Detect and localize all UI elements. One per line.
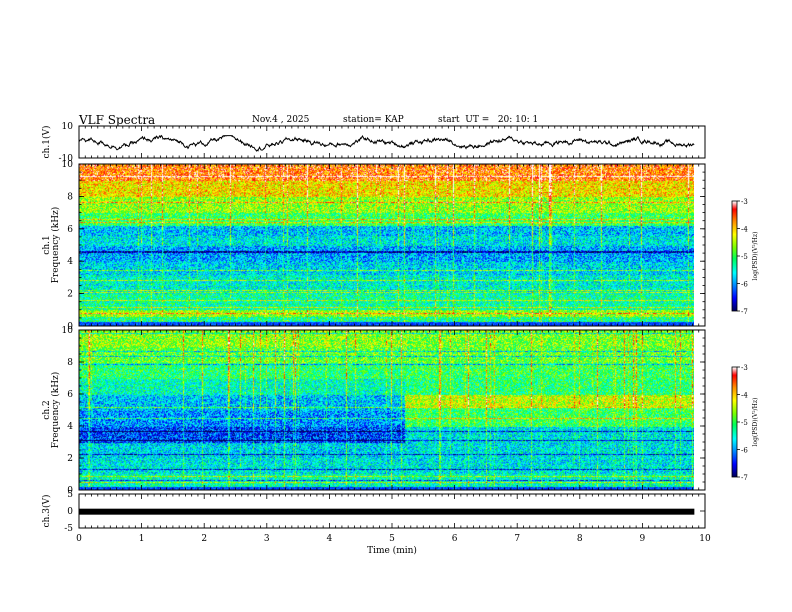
x-tick-label: 10 [699,534,711,544]
ch2-y-tick-label: 10 [62,326,74,336]
ch2-channel-label: ch.2 [42,400,52,419]
header-station: station= KAP [343,115,404,125]
ch1-colorbar-tick-label: -6 [741,281,748,289]
ch2-y-tick-label: 4 [67,422,73,432]
header-start-time: start UT = 20: 10: 1 [438,115,539,125]
ch1-y-tick-label: 4 [67,257,73,267]
ch2-y-axis-label: Frequency (kHz) [50,372,61,449]
ch3-y-tick-label: 0 [67,507,73,517]
x-axis-label: Time (min) [367,545,417,556]
ch1-y-axis-label: ch.1(V) [41,126,52,159]
ch2-y-tick-label: 6 [67,390,73,400]
ch1-colorbar-label: log(PSD)(V²/Hz) [752,232,759,281]
ch3-y-axis-label: ch.3(V) [41,495,52,528]
x-tick-label: 4 [327,534,333,544]
x-tick-label: 0 [76,534,82,544]
ch2-y-tick-label: 2 [67,454,73,464]
ch1-colorbar-tick-label: -5 [741,253,748,261]
ch2-colorbar-tick-label: -4 [741,392,748,400]
ch1-y-tick-label: 0 [67,322,73,332]
x-tick-label: 7 [514,534,520,544]
header-date: Nov.4 , 2025 [252,115,310,125]
ch1-y-tick-label: 2 [67,290,73,300]
ch2-colorbar-label: log(PSD)(V²/Hz) [752,398,759,447]
ch2-spectrogram-image [79,330,694,490]
ch3-waveform-line [79,508,695,515]
ch3-y-tick-label: 5 [67,490,73,500]
ch1-y-tick-label: 8 [67,192,73,202]
ch1-colorbar-tick-label: -4 [741,226,748,234]
ch1-waveform-line [78,134,695,152]
ch2-colorbar-tick-label: -6 [741,447,748,455]
ch1-y-axis-label: Frequency (kHz) [50,207,61,284]
ch1-colorbar-image [732,201,737,311]
ch2-y-tick-label: 0 [67,486,73,496]
ch1-y-tick-label: 10 [62,160,74,170]
ch2-colorbar-image [732,367,737,477]
ch2-colorbar-tick-label: -3 [741,364,748,372]
ch1-y-tick-label: 6 [67,225,73,235]
header-title: VLF Spectra [79,113,156,127]
ch1-y-tick-label: -10 [59,154,74,164]
ch3-y-tick-label: -5 [64,524,73,534]
ch2-colorbar-tick-label: -5 [741,419,748,427]
x-tick-label: 5 [389,534,395,544]
ch2-colorbar-tick-label: -7 [741,474,748,482]
ch1-colorbar-tick-label: -7 [741,308,748,316]
x-tick-label: 9 [640,534,646,544]
ch1-colorbar-tick-label: -3 [741,198,748,206]
ch1-y-tick-label: 10 [62,122,74,132]
ch1-channel-label: ch.1 [42,235,52,254]
ch1-spectrogram-image [79,164,694,326]
x-tick-label: 6 [452,534,458,544]
x-tick-label: 8 [577,534,583,544]
x-tick-label: 3 [264,534,270,544]
x-tick-label: 2 [201,534,207,544]
x-tick-label: 1 [139,534,145,544]
ch2-y-tick-label: 8 [67,358,73,368]
